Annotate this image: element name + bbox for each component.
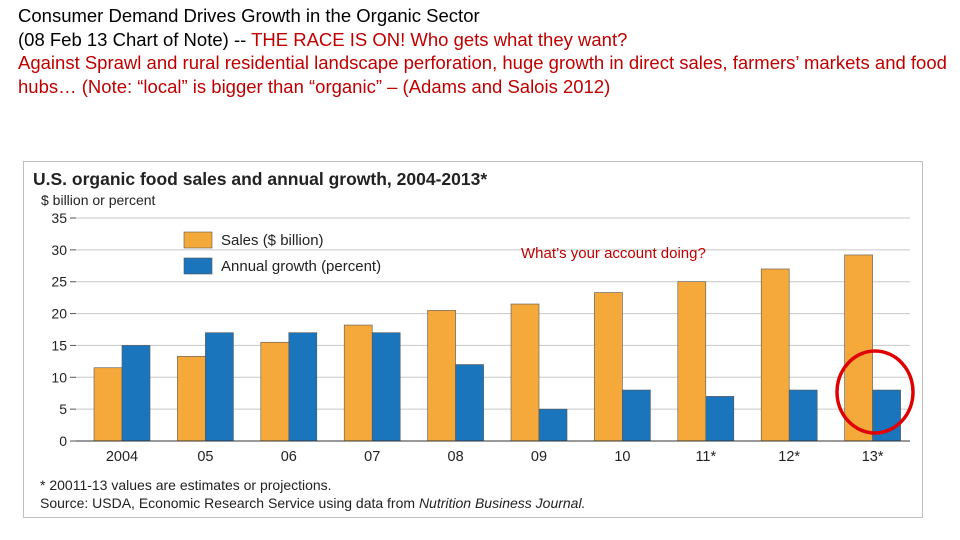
y-tick-label: 35 [51,210,67,226]
sales-bar [677,281,707,442]
growth-bar [788,389,818,442]
y-axis-ticks: 0 5 10 15 20 25 30 35 [51,210,76,449]
y-tick-label: 10 [51,369,67,385]
sales-bar [177,355,206,442]
legend-swatch [183,257,213,275]
y-tick-label: 0 [59,433,67,449]
chart-source: Source: USDA, Economic Research Service … [40,495,585,511]
x-tick-label: 13* [862,449,884,465]
legend-label: Sales ($ billion) [221,232,324,249]
y-tick-label: 5 [59,401,67,417]
chart-frame: U.S. organic food sales and annual growt… [23,161,923,518]
chart-of-note-text: (08 Feb 13 Chart of Note) -- [18,28,252,50]
sales-bar [510,303,540,442]
sales-bar [343,324,373,442]
y-tick-label: 30 [51,242,67,258]
slide-title-line: Consumer Demand Drives Growth in the Org… [18,5,480,26]
sprawl-note-text: Against Sprawl and rural residential lan… [18,52,947,97]
x-tick-label: 11* [695,449,716,465]
growth-bar [205,332,234,442]
growth-bar [121,345,151,442]
x-tick-label: 10 [614,449,630,465]
x-tick-label: 06 [281,449,297,465]
slide-heading: Consumer Demand Drives Growth in the Org… [18,4,953,98]
growth-bar [288,332,318,442]
legend: Sales ($ billion) Annual growth (percent) [183,231,381,275]
x-tick-label: 12* [778,449,800,465]
sales-bar [594,292,623,442]
sales-bar [760,268,790,442]
y-tick-label: 15 [51,337,67,353]
x-tick-label: 09 [531,449,547,465]
bar-group [93,254,901,442]
y-axis-label: $ billion or percent [41,192,156,208]
x-tick-label: 2004 [106,449,138,465]
growth-bar [872,389,901,442]
organic-sales-chart: U.S. organic food sales and annual growt… [33,169,910,511]
growth-bar [371,332,401,442]
legend-swatch [183,231,213,249]
x-tick-label: 08 [448,449,464,465]
sales-bar [93,367,123,442]
source-journal: Nutrition Business Journal. [419,495,586,511]
slide-subtitle-line: (08 Feb 13 Chart of Note) -- THE RACE IS… [18,28,953,52]
growth-bar [622,389,651,442]
x-tick-label: 05 [197,449,213,465]
y-tick-label: 25 [51,274,67,290]
source-prefix: Source: USDA, Economic Research Service … [40,495,419,511]
sales-bar [427,310,456,442]
y-tick-label: 20 [51,306,67,322]
growth-bar [705,396,735,442]
chart-title: U.S. organic food sales and annual growt… [33,169,487,189]
x-axis-ticks: 2004 05 06 07 08 09 10 11* 12* 13* [106,449,884,465]
x-tick-label: 07 [364,449,380,465]
growth-bar [538,408,568,442]
legend-label: Annual growth (percent) [221,258,381,275]
chart-footnote: * 20011-13 values are estimates or proje… [40,477,332,493]
race-is-on-text: THE RACE IS ON! Who gets what they want? [251,28,628,50]
sales-bar [844,254,873,442]
growth-bar [455,364,484,442]
sales-bar [260,341,290,442]
